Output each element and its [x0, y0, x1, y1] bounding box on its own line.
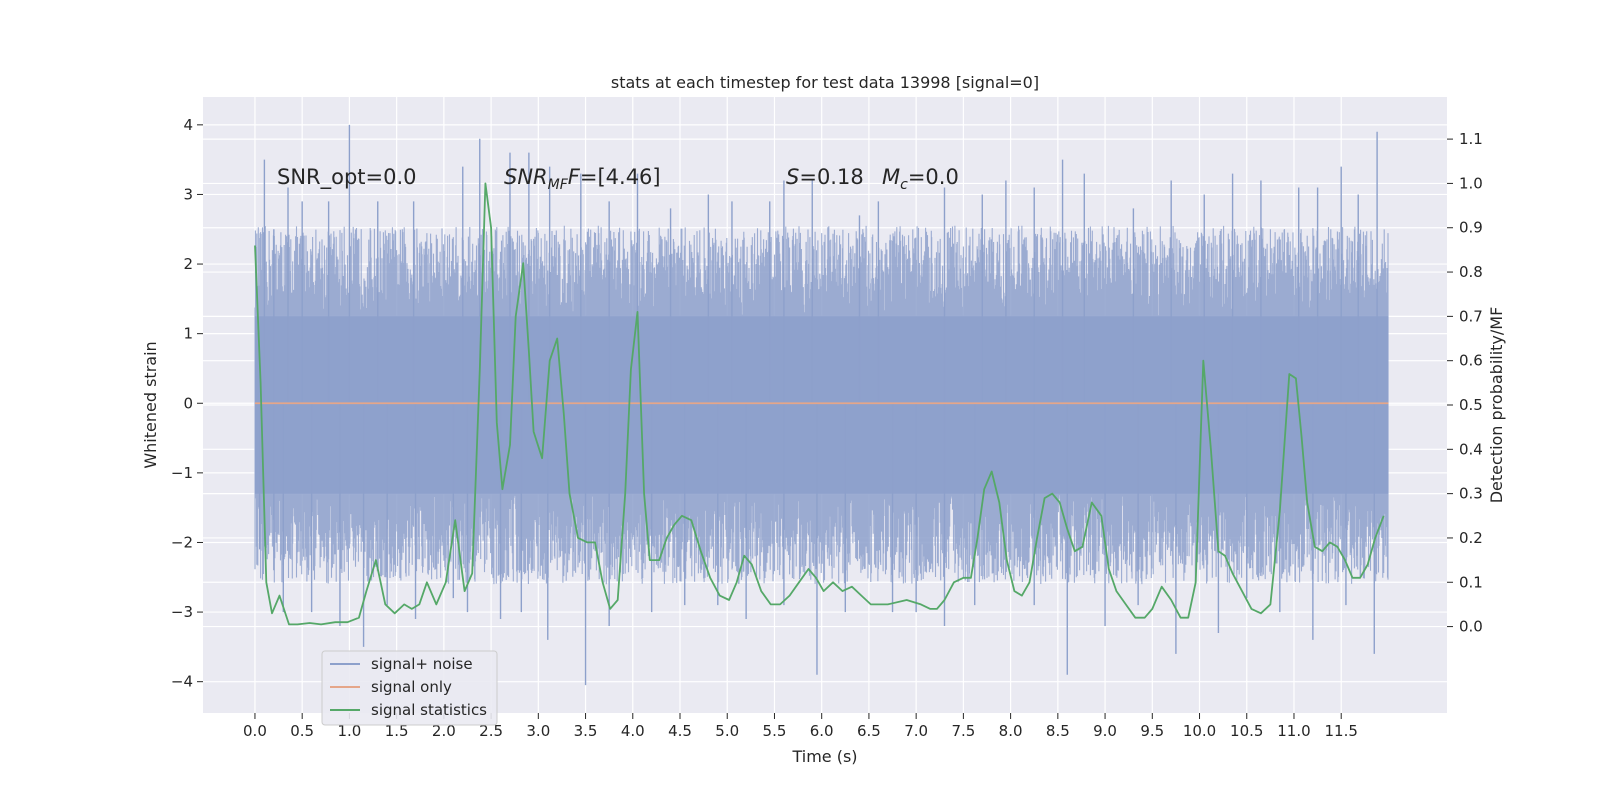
chart-title: stats at each timestep for test data 139…	[611, 73, 1039, 92]
y2-tick-label: 1.0	[1459, 174, 1483, 192]
y-tick-label: 2	[183, 255, 193, 273]
x-tick-label: 6.0	[810, 722, 834, 740]
annotation-mc-value: =0.0	[908, 165, 959, 189]
legend-label-signal-noise: signal+ noise	[371, 655, 473, 673]
y-axis-label: Whitened strain	[141, 341, 160, 468]
y2-tick-label: 0.2	[1459, 529, 1483, 547]
x-tick-label: 1.5	[385, 722, 409, 740]
x-tick-label: 8.0	[999, 722, 1023, 740]
legend-label-signal-only: signal only	[371, 678, 452, 696]
y-tick-label: 3	[183, 185, 193, 203]
x-tick-label: 0.0	[243, 722, 267, 740]
x-tick-label: 8.5	[1046, 722, 1070, 740]
x-tick-label: 3.5	[574, 722, 598, 740]
x-tick-label: 10.0	[1183, 722, 1216, 740]
x-axis-ticks: 0.0 0.5 1.0 1.5 2.0 2.5 3.0 3.5 4.0 4.5 5.0 5.5 6.0 6…	[243, 713, 1358, 740]
annotation-snr-mf-value: =[4.46]	[580, 165, 661, 189]
y2-tick-label: 0.4	[1459, 440, 1483, 458]
x-axis-label: Time (s)	[791, 747, 857, 766]
y2-tick-label: 0.7	[1459, 307, 1483, 325]
x-tick-label: 9.0	[1093, 722, 1117, 740]
signal-statistics-line	[254, 182, 1385, 626]
x-tick-label: 10.5	[1230, 722, 1263, 740]
y-tick-label: −3	[171, 603, 193, 621]
x-tick-label: 2.0	[432, 722, 456, 740]
annotation-s-symbol: S	[786, 165, 799, 189]
annotation-s: S=0.18	[786, 165, 864, 189]
x-tick-label: 7.0	[904, 722, 928, 740]
y-tick-label: −4	[171, 673, 193, 691]
annotation-snr-mf-value-symbol: F	[568, 165, 581, 189]
x-tick-label: 9.5	[1140, 722, 1164, 740]
y2-tick-label: 0.1	[1459, 573, 1483, 591]
y-tick-label: −1	[171, 464, 193, 482]
legend-label-signal-statistics: signal statistics	[371, 701, 487, 719]
x-tick-label: 4.5	[668, 722, 692, 740]
y2-tick-label: 0.6	[1459, 352, 1483, 370]
x-tick-label: 4.0	[621, 722, 645, 740]
y2-axis-ticks: 0.0 0.1 0.2 0.3 0.4 0.5 0.6 0.7 0.8 0.9 1.0 1.1	[1447, 130, 1483, 636]
legend: signal+ noise signal only signal statist…	[321, 650, 498, 726]
annotation-snr-mf-symbol: SNR	[504, 165, 548, 189]
annotation-mc-symbol: M	[882, 165, 900, 189]
x-tick-label: 1.0	[337, 722, 361, 740]
annotation-snr-opt: SNR_opt=0.0	[277, 165, 417, 190]
annotation-snr-mf: SNRMFF=[4.46]	[504, 165, 661, 193]
x-tick-label: 5.0	[715, 722, 739, 740]
x-tick-label: 11.5	[1325, 722, 1358, 740]
y2-tick-label: 0.0	[1459, 618, 1483, 636]
annotation-mc-subscript: c	[900, 177, 908, 193]
annotation-snr-mf-subscript: MF	[548, 177, 569, 193]
x-tick-label: 3.0	[526, 722, 550, 740]
x-tick-label: 0.5	[290, 722, 314, 740]
x-tick-label: 6.5	[857, 722, 881, 740]
x-tick-label: 7.5	[951, 722, 975, 740]
y2-tick-label: 0.3	[1459, 485, 1483, 503]
signal-statistics-series	[254, 182, 1385, 626]
y-tick-label: 0	[183, 394, 193, 412]
y-tick-label: 1	[183, 325, 193, 343]
y2-axis-label: Detection probability/MF	[1487, 307, 1506, 504]
y-tick-label: −2	[171, 533, 193, 551]
x-tick-label: 11.0	[1277, 722, 1310, 740]
noise-trace	[254, 225, 1389, 585]
y2-tick-label: 0.8	[1459, 263, 1483, 281]
annotation-mc: Mc=0.0	[882, 165, 959, 193]
legend-box	[321, 650, 498, 726]
x-tick-label: 5.5	[763, 722, 787, 740]
annotation-s-value: =0.18	[799, 165, 863, 189]
y2-tick-label: 0.5	[1459, 396, 1483, 414]
x-tick-label: 2.5	[479, 722, 503, 740]
y-tick-label: 4	[183, 116, 193, 134]
y2-tick-label: 1.1	[1459, 130, 1483, 148]
y2-tick-label: 0.9	[1459, 219, 1483, 237]
y-axis-ticks: −4 −3 −2 −1 0 1 2 3 4	[171, 116, 203, 691]
